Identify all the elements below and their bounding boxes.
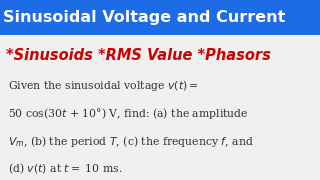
Text: 50 cos(30$t$ + 10°) V, find: (a) the amplitude: 50 cos(30$t$ + 10°) V, find: (a) the amp… bbox=[8, 106, 249, 121]
Text: Sinusoidal Voltage and Current: Sinusoidal Voltage and Current bbox=[3, 10, 285, 25]
Text: (d) $v(t)$ at $t =$ 10 ms.: (d) $v(t)$ at $t =$ 10 ms. bbox=[8, 162, 123, 176]
FancyBboxPatch shape bbox=[0, 0, 320, 35]
Text: $V_m$, (b) the period $T$, (c) the frequency $f$, and: $V_m$, (b) the period $T$, (c) the frequ… bbox=[8, 134, 254, 149]
Text: Given the sinusoidal voltage $v(t) =$: Given the sinusoidal voltage $v(t) =$ bbox=[8, 78, 199, 93]
Text: *Sinusoids *RMS Value *Phasors: *Sinusoids *RMS Value *Phasors bbox=[6, 48, 271, 63]
